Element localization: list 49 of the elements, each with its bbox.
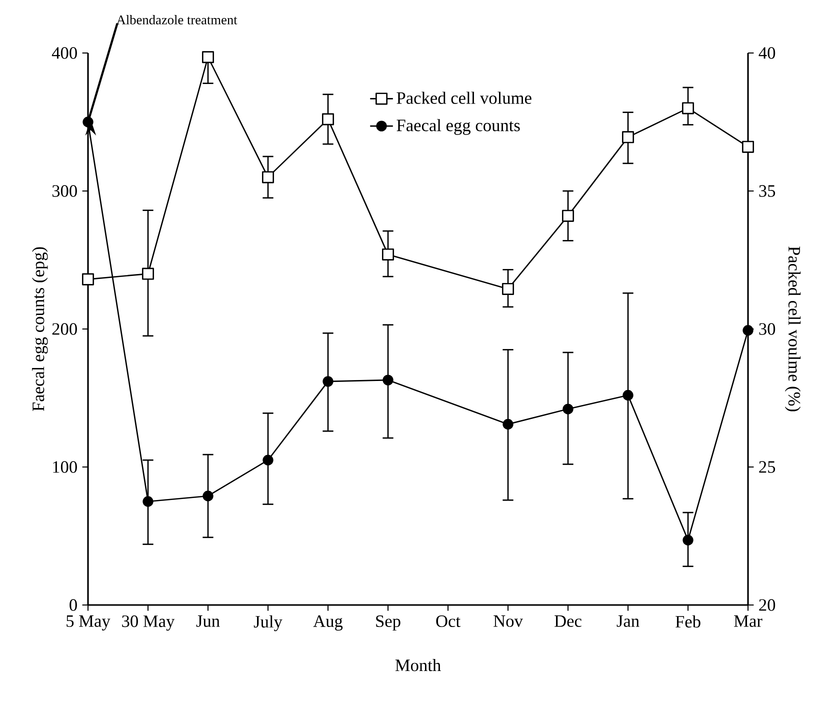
point (502, 282, 514, 295)
point (262, 454, 274, 466)
y-tick-label: 200 (52, 323, 77, 335)
x-tick-label: Dec (554, 615, 582, 627)
annotation: Albendazole treatment (116, 15, 238, 24)
point (82, 116, 94, 128)
x-tick-label: Jun (196, 615, 220, 627)
point (382, 374, 394, 386)
point (562, 210, 574, 222)
point (682, 534, 694, 546)
y2-tick-label: 40 (758, 47, 776, 59)
y-tick-label: 400 (52, 47, 77, 59)
point (742, 140, 754, 153)
point (682, 102, 694, 114)
x-tick-label: 5 May (66, 615, 110, 630)
x-tick-label: July (254, 615, 282, 632)
x-tick-label: Jan (616, 615, 640, 627)
y-tick-label: 0 (70, 599, 77, 611)
y2-tick-label: 25 (759, 461, 776, 473)
point (202, 51, 214, 64)
point (82, 273, 94, 286)
point (322, 376, 334, 387)
point (142, 268, 154, 280)
x-tick-label: Feb (676, 615, 700, 628)
x-axis-title: Month (395, 658, 441, 672)
y-axis-title: Faecal egg counts (epg) (32, 247, 48, 412)
legend-label: Faecal egg counts (396, 119, 520, 135)
x-tick-label: Aug (313, 615, 343, 631)
point (622, 390, 634, 401)
legend-label: Packed cell volume (396, 92, 532, 104)
point (562, 404, 574, 414)
point (142, 496, 154, 507)
point (322, 113, 334, 126)
y2-axis-title: Packed cell voulme (%) (784, 246, 801, 412)
x-tick-label: Mar (734, 615, 762, 627)
point (262, 171, 274, 184)
x-tick-label: Sep (376, 615, 400, 631)
y2-tick-label: 20 (759, 599, 776, 611)
y-tick-label: 300 (52, 185, 77, 197)
point (622, 131, 634, 144)
y2-tick-label: 35 (759, 185, 776, 197)
point (502, 418, 514, 430)
x-tick-label: Nov (494, 615, 523, 627)
point (202, 490, 214, 502)
x-tick-label: Oct (436, 615, 460, 628)
x-tick-label: 30 May (122, 615, 175, 631)
y-tick-label: 100 (53, 461, 77, 473)
point (382, 248, 394, 260)
y2-tick-label: 30 (759, 323, 776, 335)
